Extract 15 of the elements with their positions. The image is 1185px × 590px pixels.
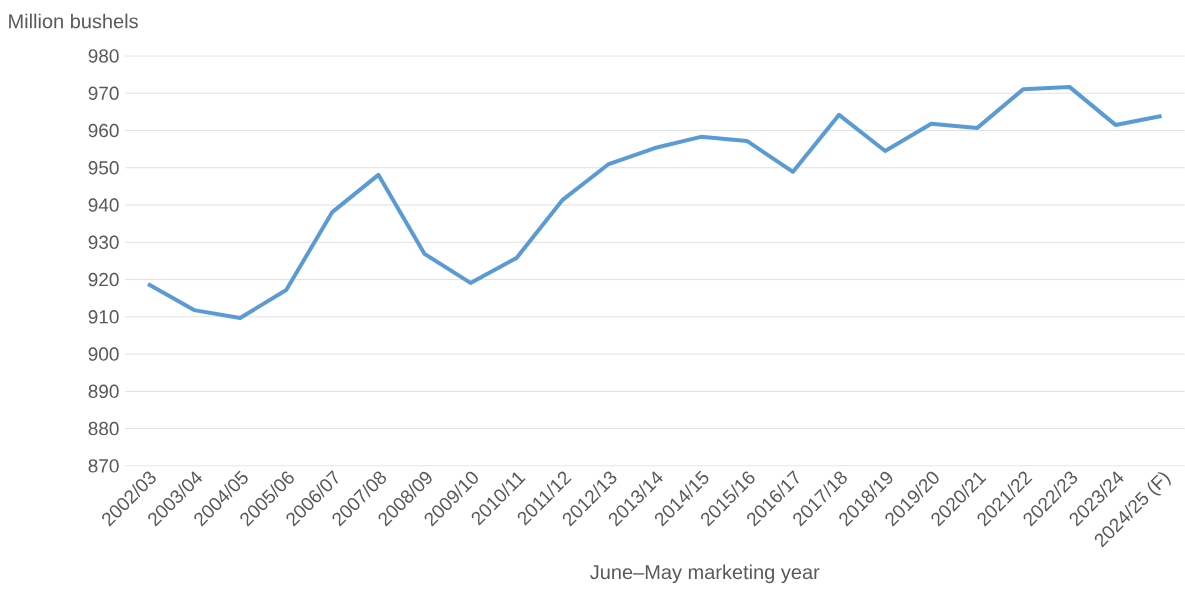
y-tick-label: 910 [88,310,119,324]
y-axis-title: Million bushels [9,13,138,29]
y-tick-label: 920 [88,272,119,287]
y-tick-label: 980 [88,49,119,63]
x-axis-title: June–May marketing year [590,564,820,584]
line-series [146,85,1164,321]
y-tick-label: 890 [88,384,119,399]
y-tick-label: 930 [88,235,119,250]
y-tick-label: 940 [88,198,119,212]
y-tick-label: 870 [88,459,119,473]
y-tick-label: 970 [88,86,119,101]
y-tick-label: 900 [88,347,119,361]
y-tick-label: 880 [88,421,119,436]
y-tick-label: 950 [88,161,119,175]
y-tick-label: 960 [88,123,119,138]
